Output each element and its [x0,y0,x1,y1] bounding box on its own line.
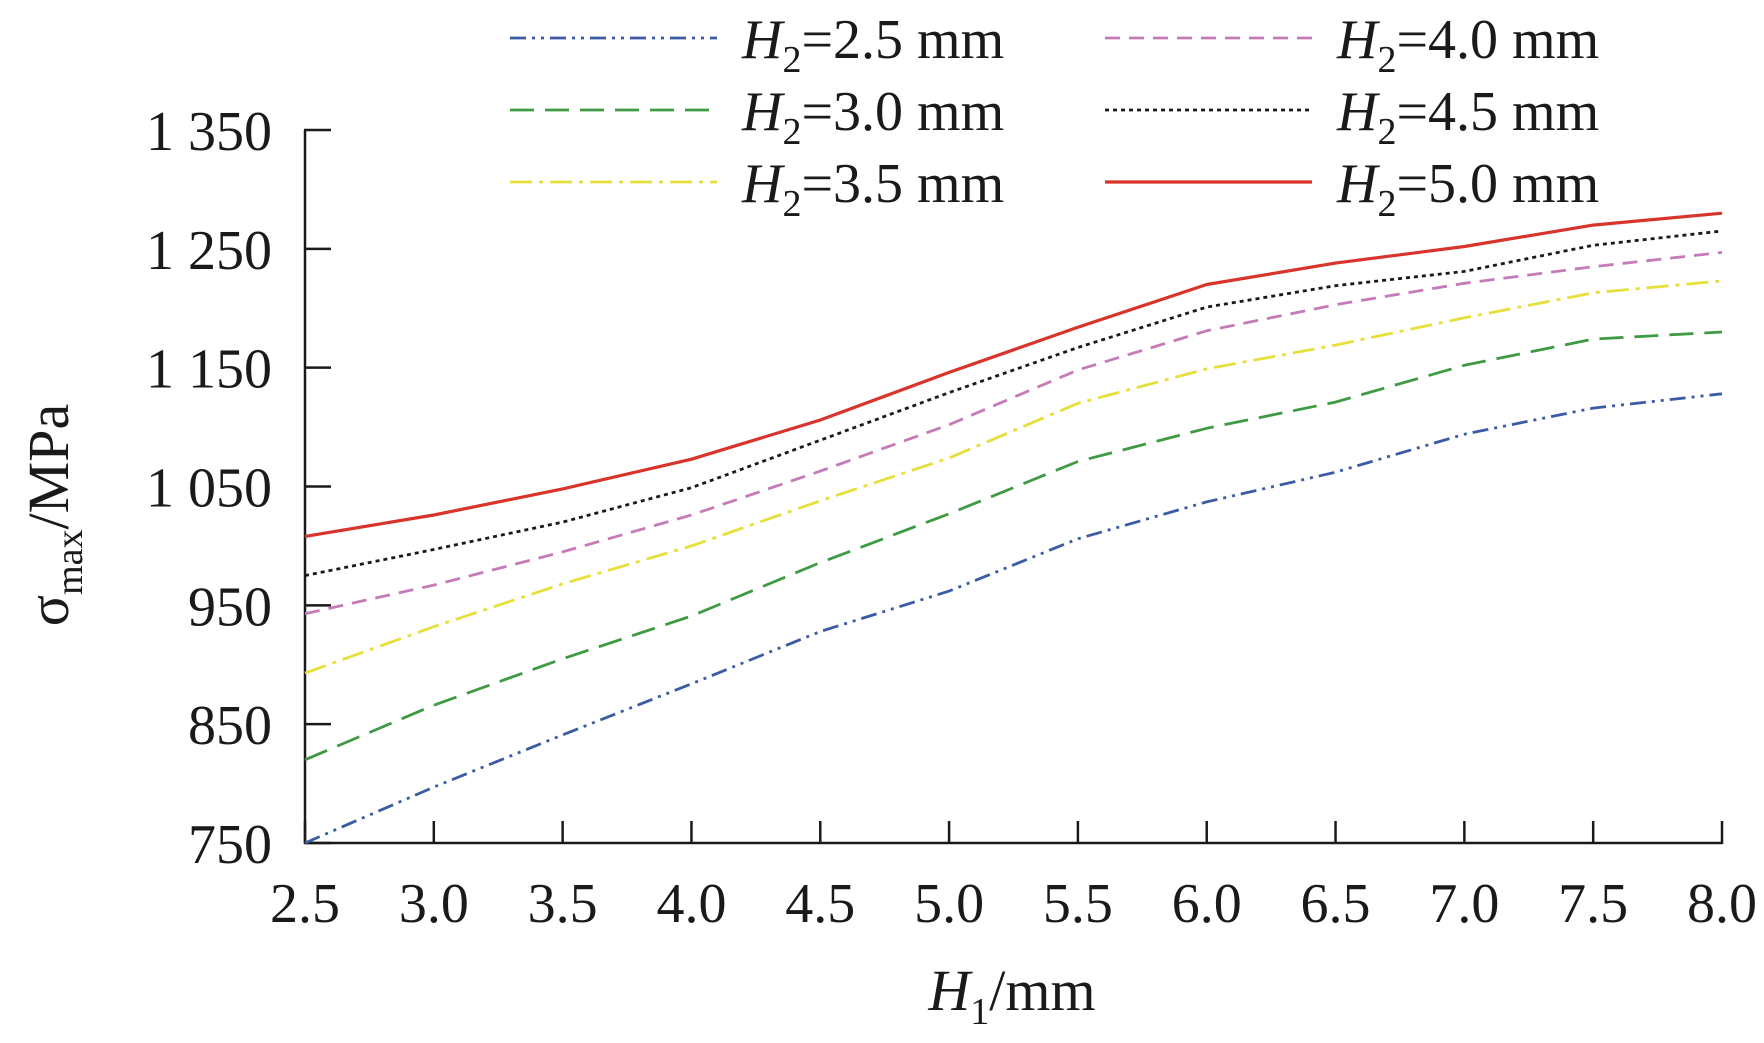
y-axis-label-unit: /MPa [16,404,81,530]
y-axis-label-var: σ [16,595,81,626]
legend-item-1: H2=2.5 mm [510,9,1004,81]
x-axis-label-sub: 1 [970,991,989,1033]
legend-label: H2=4.5 mm [1336,81,1599,153]
series-line-2 [304,330,1723,762]
axes: 750 850 950 1 050 1 150 1 250 1 350 2.5 3.0 3.5 4.… [146,101,1757,935]
series-line-4 [304,251,1723,616]
x-axis-label-unit: /mm [989,958,1095,1023]
legend-item-3: H2=3.5 mm [510,153,1004,225]
legend-label: H2=3.5 mm [741,153,1004,225]
series-line-5 [304,229,1723,577]
series-line-6 [304,211,1723,538]
legend-label: H2=5.0 mm [1336,153,1599,225]
x-tick-label: 6.5 [1301,873,1371,935]
x-tick-label: 8.0 [1687,873,1757,935]
y-axis-label-sub: max [49,529,91,594]
x-tick-label: 4.5 [785,873,855,935]
y-tick-label: 1 050 [146,458,272,520]
legend-label: H2=4.0 mm [1336,9,1599,81]
series-line-1 [304,392,1723,845]
x-axis-label-var: H [927,958,973,1023]
legend-item-4: H2=4.0 mm [1105,9,1599,81]
x-tick-label: 5.5 [1043,873,1113,935]
y-tick-label: 850 [188,695,272,757]
legend-item-5: H2=4.5 mm [1105,81,1599,153]
series-layer [304,211,1723,845]
axis-labels: H1/mm σmax/MPa [16,404,1096,1033]
y-tick-label: 750 [188,814,272,876]
series-line-3 [304,279,1723,675]
x-tick-label: 6.0 [1172,873,1242,935]
legend-item-6: H2=5.0 mm [1105,153,1599,225]
x-tick-label: 5.0 [914,873,984,935]
legend-label: H2=2.5 mm [741,9,1004,81]
y-axis-label: σmax/MPa [16,404,91,626]
y-tick-label: 950 [188,576,272,638]
y-tick-label: 1 150 [146,339,272,401]
legend-item-2: H2=3.0 mm [510,81,1004,153]
x-axis-label: H1/mm [927,958,1095,1033]
y-tick-label: 1 350 [146,101,272,163]
x-tick-label: 3.5 [528,873,598,935]
x-tick-label: 3.0 [399,873,469,935]
x-tick-label: 7.5 [1558,873,1628,935]
x-tick-label: 2.5 [270,873,340,935]
x-tick-label: 7.0 [1429,873,1499,935]
x-tick-label: 4.0 [656,873,726,935]
y-tick-label: 1 250 [146,220,272,282]
legend-label: H2=3.0 mm [741,81,1004,153]
